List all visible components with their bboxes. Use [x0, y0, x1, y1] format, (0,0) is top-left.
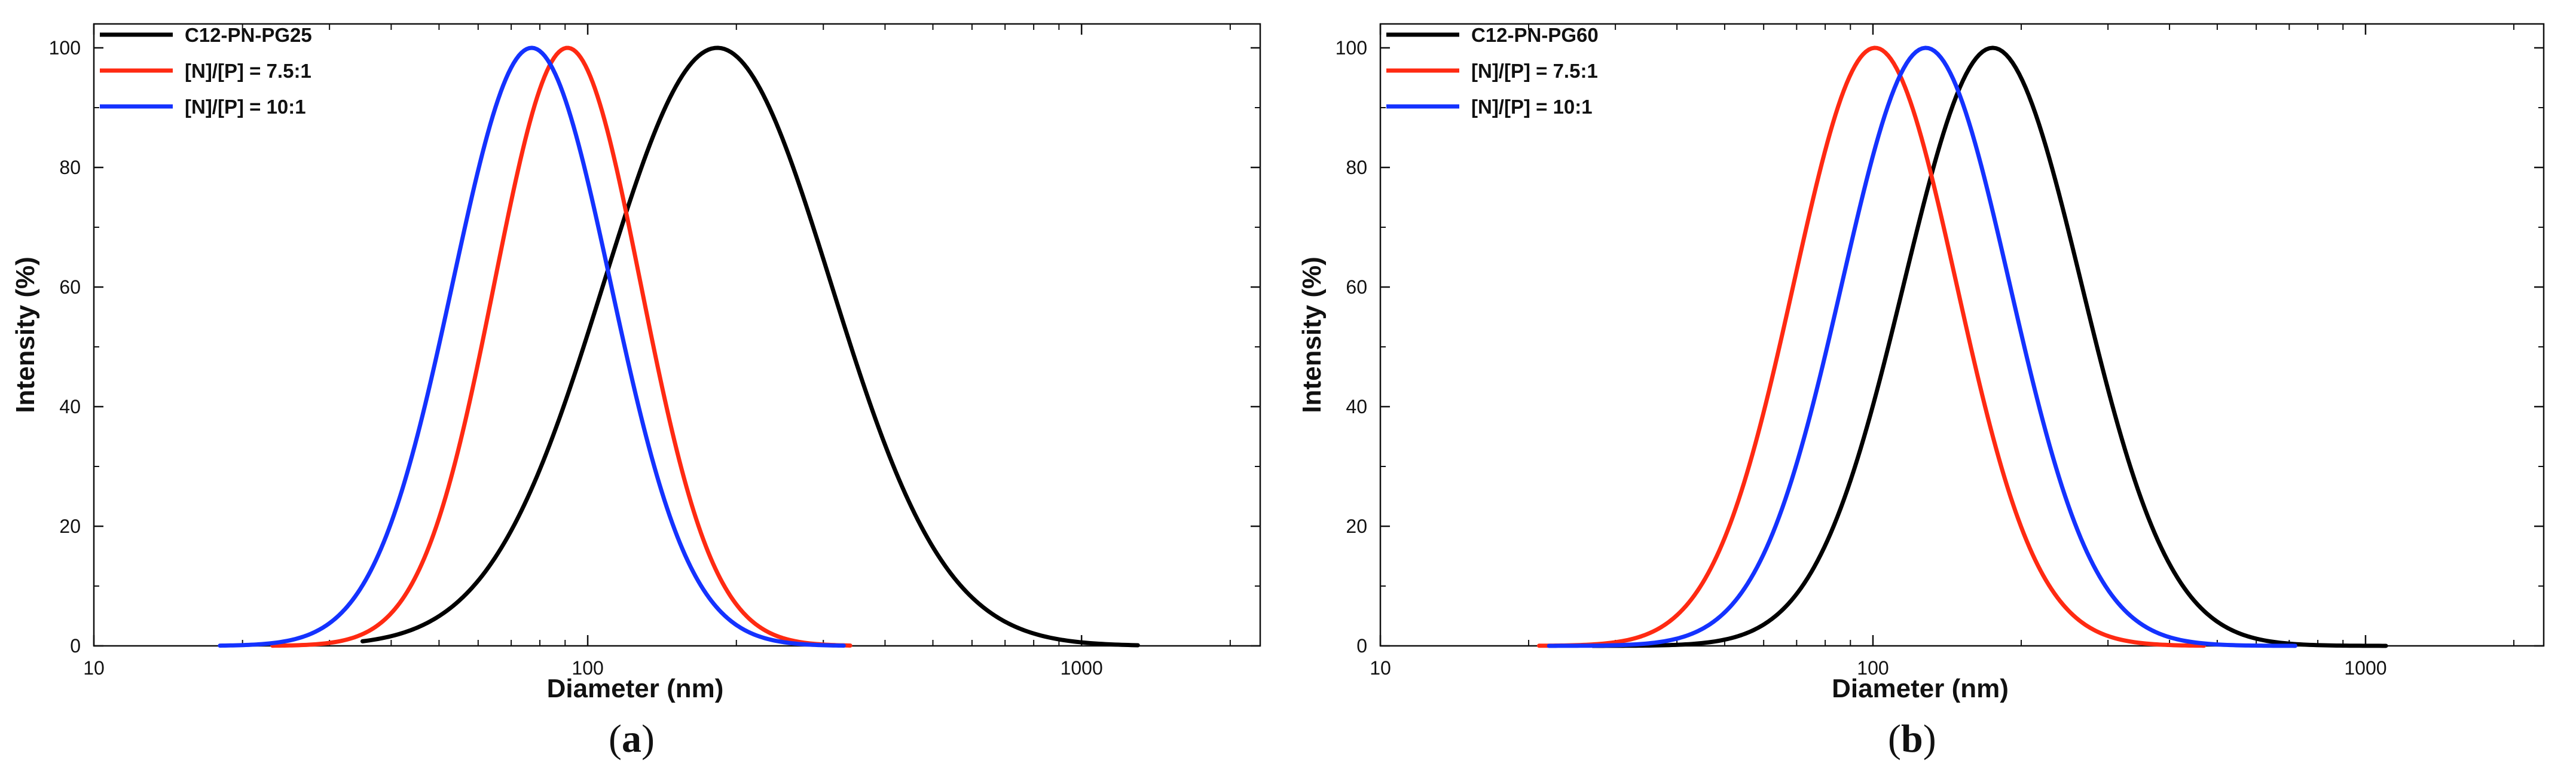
series-line-0 — [1590, 45, 2388, 648]
series-line-1 — [1537, 45, 2207, 648]
x-tick-label: 10 — [83, 657, 105, 679]
plot-frame — [93, 23, 1261, 647]
x-axis-title: Diameter (nm) — [547, 674, 724, 703]
series-line-0 — [360, 45, 1140, 648]
legend-label-0: C12-PN-PG25 — [185, 24, 312, 46]
y-tick-label: 40 — [1346, 396, 1367, 417]
x-tick-label: 1000 — [1061, 657, 1103, 679]
y-tick-label: 100 — [1336, 37, 1367, 59]
legend-label-1: [N]/[P] = 7.5:1 — [1471, 60, 1598, 82]
y-tick-label: 40 — [59, 396, 81, 417]
legend-label-0: C12-PN-PG60 — [1471, 24, 1599, 46]
chart-panel-a: 0 20 40 60 80 100 10 100 1000 Diameter (nm) Intens… — [11, 23, 1261, 761]
panel-caption-a: (a) — [609, 717, 655, 761]
chart-b: 0 20 40 60 80 100 10 100 1000 Diameter (nm) Intens… — [1297, 23, 2545, 703]
series-line-2 — [1547, 45, 2297, 648]
panel-caption-b: (b) — [1888, 717, 1936, 761]
y-axis-title: Intensity (%) — [1297, 257, 1327, 413]
series-line-2 — [218, 45, 846, 648]
y-tick-label: 80 — [59, 157, 81, 178]
y-tick-label: 0 — [1356, 635, 1367, 657]
y-axis-title: Intensity (%) — [11, 257, 40, 413]
y-tick-label: 60 — [1346, 276, 1367, 298]
y-tick-label: 60 — [59, 276, 81, 298]
chart-a: 0 20 40 60 80 100 10 100 1000 Diameter (nm) Intens… — [11, 23, 1261, 703]
legend-label-2: [N]/[P] = 10:1 — [1471, 96, 1593, 118]
x-axis-title: Diameter (nm) — [1832, 674, 2009, 703]
y-tick-label: 20 — [1346, 515, 1367, 537]
plot-frame — [1379, 23, 2545, 647]
y-tick-label: 20 — [59, 515, 81, 537]
chart-panel-b: 0 20 40 60 80 100 10 100 1000 Diameter (nm) Intens… — [1288, 0, 2576, 784]
y-tick-label: 0 — [70, 635, 81, 657]
legend-label-1: [N]/[P] = 7.5:1 — [185, 60, 311, 82]
series-line-1 — [270, 45, 852, 648]
legend-label-2: [N]/[P] = 10:1 — [185, 96, 306, 118]
y-tick-label: 80 — [1346, 157, 1367, 178]
x-tick-label: 100 — [1857, 657, 1889, 679]
x-tick-label: 1000 — [2344, 657, 2386, 679]
x-tick-label: 100 — [572, 657, 603, 679]
y-tick-label: 100 — [49, 37, 81, 59]
x-tick-label: 10 — [1370, 657, 1391, 679]
